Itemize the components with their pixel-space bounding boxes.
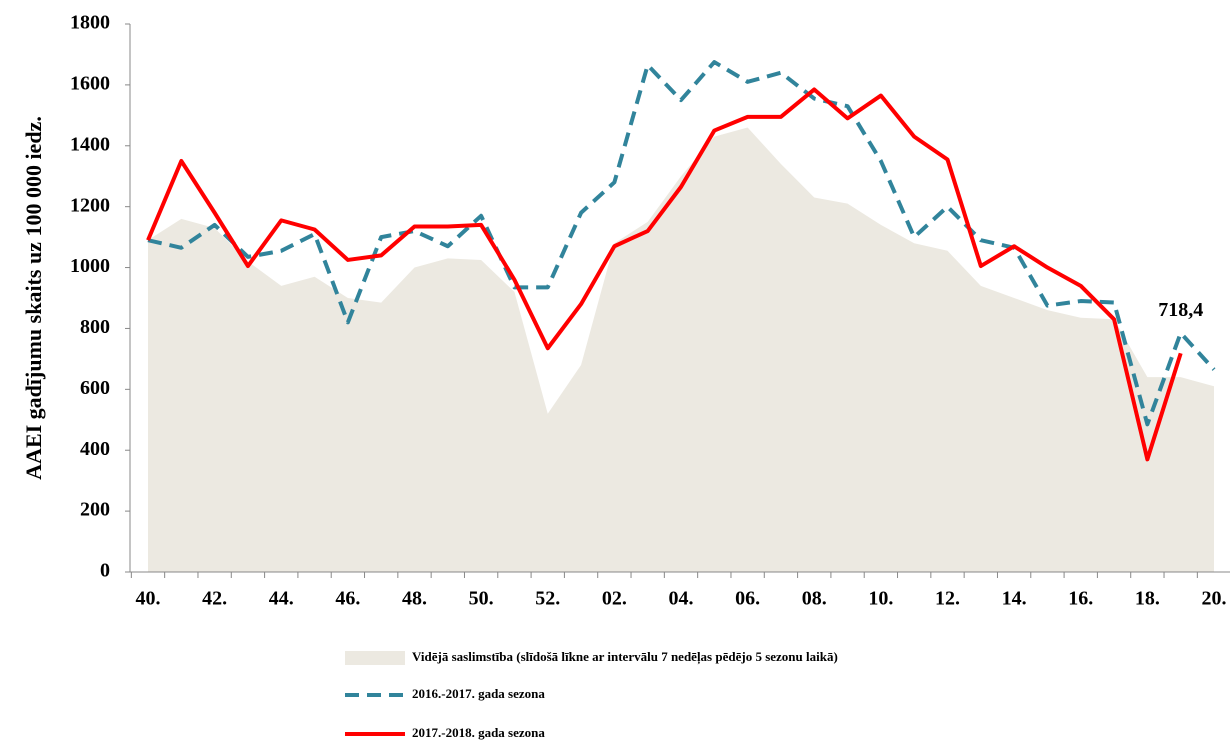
y-tick-label: 1200 (70, 194, 110, 216)
x-tick-label: 50. (469, 588, 494, 610)
x-tick-label: 06. (735, 588, 760, 610)
y-tick-label: 0 (100, 560, 110, 582)
x-tick-label: 20. (1202, 588, 1227, 610)
x-tick-label: 08. (802, 588, 827, 610)
y-tick-label: 1400 (70, 133, 110, 155)
x-tick-label: 16. (1068, 588, 1093, 610)
x-tick-label: 40. (136, 588, 161, 610)
x-tick-label: 52. (535, 588, 560, 610)
x-tick-label: 48. (402, 588, 427, 610)
x-tick-label: 10. (868, 588, 893, 610)
y-tick-label: 200 (80, 499, 110, 521)
legend-label: 2017.-2018. gada sezona (412, 725, 545, 740)
x-tick-label: 42. (202, 588, 227, 610)
area (148, 127, 1214, 572)
x-tick-label: 44. (269, 588, 294, 610)
line (146, 87, 1183, 462)
x-tick-label: 18. (1135, 588, 1160, 610)
x-tick-label: 02. (602, 588, 627, 610)
line (147, 60, 1216, 427)
x-tick-label: 12. (935, 588, 960, 610)
y-axis-title: AAEI gadījumu skaits uz 100 000 iedz. (21, 116, 46, 480)
y-tick-label: 1800 (70, 12, 110, 34)
y-tick-label: 800 (80, 316, 110, 338)
legend-swatch (345, 651, 405, 665)
legend-label: Vidējā saslimstība (slīdošā līkne ar int… (412, 649, 838, 665)
y-tick-label: 600 (80, 377, 110, 399)
x-tick-label: 46. (335, 588, 360, 610)
y-tick-label: 1000 (70, 255, 110, 277)
y-tick-label: 400 (80, 438, 110, 460)
x-tick-label: 14. (1002, 588, 1027, 610)
data-label: 718,4 (1158, 299, 1203, 321)
legend-label: 2016.-2017. gada sezona (412, 686, 545, 701)
y-tick-label: 1600 (70, 72, 110, 94)
x-tick-label: 04. (669, 588, 694, 610)
